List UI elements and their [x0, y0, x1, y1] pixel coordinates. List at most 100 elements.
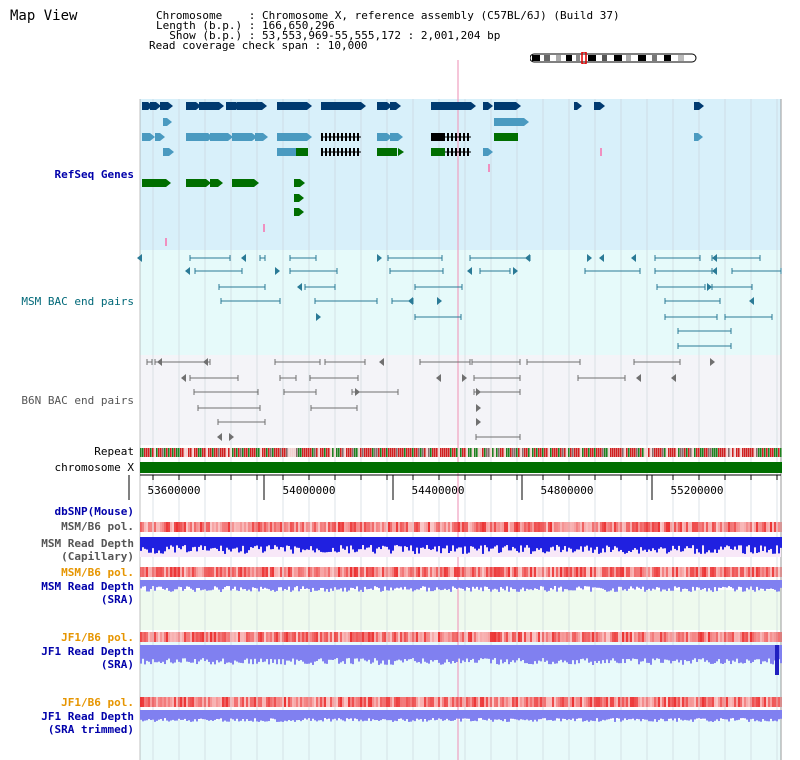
- msm-b6-pol-cell: [310, 567, 312, 577]
- repeat-element: [184, 448, 186, 457]
- msm-cap-depth-bar: [170, 537, 172, 546]
- repeat-element: [630, 448, 632, 457]
- jf1-trim-depth-bar: [524, 710, 526, 721]
- msm-b6-pol-cell: [262, 567, 264, 577]
- jf1-b6-pol-cell: [408, 632, 410, 642]
- jf1-sra-depth-bar: [612, 645, 614, 659]
- msm-sra-depth-bar: [564, 580, 566, 590]
- jf1-trim-depth-bar: [148, 710, 150, 720]
- jf1-b6-pol-cell: [254, 697, 256, 707]
- jf1-sra-depth-bar: [490, 645, 492, 664]
- msm-cap-depth-bar: [540, 537, 542, 549]
- jf1-sra-depth-bar: [178, 645, 180, 662]
- msm-b6-pol-cell: [470, 567, 472, 577]
- jf1-b6-pol-cell: [230, 697, 232, 707]
- jf1-b6-pol-cell: [236, 632, 238, 642]
- jf1-b6-pol-cell: [180, 697, 182, 707]
- jf1-trim-depth-bar: [188, 710, 190, 721]
- jf1-b6-pol-cell: [666, 632, 668, 642]
- msm-b6-pol-cell: [616, 522, 618, 532]
- msm-cap-depth-bar: [390, 537, 392, 554]
- msm-cap-depth-bar: [256, 537, 258, 546]
- msm-sra-depth-bar: [290, 580, 292, 592]
- jf1-sra-depth-bar: [518, 645, 520, 659]
- msm-b6-pol-cell: [664, 522, 666, 532]
- jf1-trim-depth-bar: [350, 710, 352, 719]
- msm-sra-depth-bar: [338, 580, 340, 590]
- msm-b6-pol-cell: [746, 522, 748, 532]
- gene-exon: [329, 148, 331, 156]
- jf1-b6-pol-cell: [440, 632, 442, 642]
- jf1-sra-depth-bar: [750, 645, 752, 664]
- msm-b6-pol-cell: [302, 522, 304, 532]
- jf1-sra-depth-bar: [580, 645, 582, 660]
- jf1-b6-pol-cell: [622, 632, 624, 642]
- jf1-sra-depth-bar: [476, 645, 478, 663]
- msm-b6-pol-cell: [448, 567, 450, 577]
- jf1-b6-pol-cell: [180, 632, 182, 642]
- jf1-trim-depth-bar: [320, 710, 322, 721]
- msm-b6-pol-cell: [694, 567, 696, 577]
- jf1-sra-depth-bar: [496, 645, 498, 665]
- jf1-trim-depth-bar: [736, 710, 738, 721]
- msm-sra-depth-bar: [256, 580, 258, 589]
- jf1-trim-depth-bar: [686, 710, 688, 721]
- jf1-b6-pol-cell: [598, 632, 600, 642]
- repeat-element: [352, 448, 354, 457]
- jf1-b6-pol-cell: [688, 697, 690, 707]
- jf1-b6-pol-cell: [664, 697, 666, 707]
- jf1-b6-pol-cell: [422, 632, 424, 642]
- gene-block: [377, 102, 387, 110]
- chromosome-ideogram[interactable]: [530, 52, 700, 64]
- repeat-element: [344, 448, 346, 457]
- msm-b6-pol-cell: [272, 567, 274, 577]
- msm-b6-pol-cell: [370, 522, 372, 532]
- jf1-b6-pol-cell: [564, 632, 566, 642]
- jf1-sra-depth-bar: [370, 645, 372, 664]
- jf1-sra-depth-bar: [662, 645, 664, 663]
- jf1-b6-pol-cell: [732, 632, 734, 642]
- jf1-b6-pol-cell: [476, 632, 478, 642]
- bac-end-marker: [712, 267, 717, 275]
- msm-b6-pol-cell: [350, 522, 352, 532]
- msm-sra-depth-bar: [768, 580, 770, 590]
- msm-b6-pol-cell: [668, 522, 670, 532]
- msm-cap-depth-bar: [492, 537, 494, 549]
- msm-sra-depth-bar: [234, 580, 236, 587]
- jf1-b6-pol-cell: [648, 632, 650, 642]
- msm-b6-pol-cell: [468, 567, 470, 577]
- jf1-b6-pol-cell: [720, 697, 722, 707]
- gene-block: [294, 179, 300, 187]
- repeat-element: [396, 448, 398, 457]
- jf1-b6-pol-cell: [450, 697, 452, 707]
- msm-cap-depth-bar: [378, 537, 380, 548]
- gene-exon: [467, 148, 469, 156]
- jf1-b6-pol-cell: [550, 632, 552, 642]
- msm-sra-depth-bar: [622, 580, 624, 591]
- msm-b6-pol-cell: [354, 567, 356, 577]
- msm-cap-depth-bar: [638, 537, 640, 554]
- jf1-b6-pol-cell: [302, 632, 304, 642]
- jf1-trim-depth-bar: [528, 710, 530, 721]
- msm-b6-pol-cell: [272, 522, 274, 532]
- repeat-element: [408, 448, 410, 457]
- jf1-trim-depth-bar: [738, 710, 740, 720]
- jf1-b6-pol-cell: [298, 632, 300, 642]
- msm-cap-depth-bar: [144, 537, 146, 549]
- jf1-b6-pol-cell: [230, 632, 232, 642]
- msm-sra-depth-bar: [594, 580, 596, 588]
- repeat-element: [526, 448, 528, 457]
- jf1-sra-depth-bar: [576, 645, 578, 661]
- msm-cap-depth-bar: [374, 537, 376, 554]
- msm-cap-depth-bar: [732, 537, 734, 550]
- msm-cap-depth-bar: [392, 537, 394, 551]
- msm-cap-depth-bar: [704, 537, 706, 554]
- msm-b6-pol-cell: [586, 567, 588, 577]
- jf1-sra-depth-bar: [290, 645, 292, 662]
- msm-b6-pol-cell: [296, 522, 298, 532]
- jf1-b6-pol-cell: [304, 697, 306, 707]
- msm-b6-pol-cell: [258, 522, 260, 532]
- msm-cap-depth-bar: [602, 537, 604, 549]
- msm-b6-pol-cell: [156, 567, 158, 577]
